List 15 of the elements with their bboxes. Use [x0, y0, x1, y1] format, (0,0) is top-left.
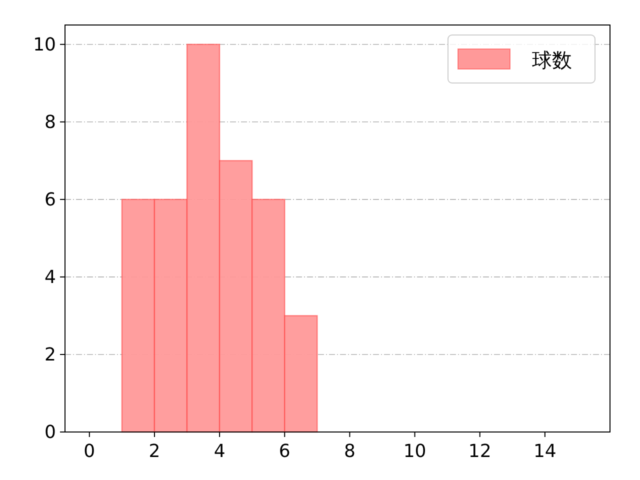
x-tick-label: 4	[214, 441, 226, 462]
x-tick-label: 0	[84, 441, 96, 462]
legend-label: 球数	[532, 48, 572, 72]
x-tick-label: 10	[403, 441, 426, 462]
x-tick-label: 2	[148, 441, 160, 462]
y-tick-label: 0	[44, 422, 56, 443]
y-tick-label: 8	[44, 112, 56, 133]
x-tick-label: 8	[344, 441, 356, 462]
y-tick-label: 6	[44, 189, 56, 210]
x-tick-label: 14	[533, 441, 556, 462]
y-tick-label: 4	[44, 266, 56, 288]
x-tick-label: 6	[278, 441, 290, 462]
y-tick-label: 2	[44, 344, 56, 366]
x-tick-label: 12	[468, 441, 492, 462]
y-tick-label: 10	[33, 34, 56, 56]
